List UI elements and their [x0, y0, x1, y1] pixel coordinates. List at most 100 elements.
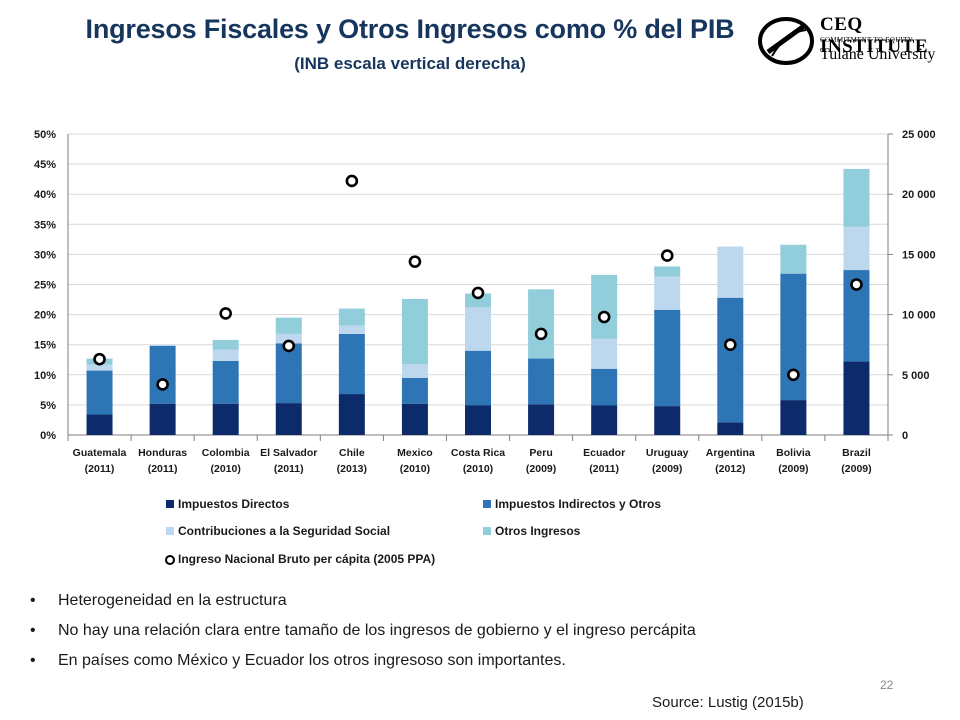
bar-segment [591, 274, 618, 339]
y-left-tick-label: 10% [34, 370, 56, 382]
bar-segment [654, 406, 681, 435]
bar-segment [86, 414, 113, 435]
logo-title: CEQ INSTITUTE [820, 14, 928, 57]
gni-marker [219, 307, 232, 320]
bar-segment [149, 403, 176, 435]
bar-segment [212, 403, 239, 435]
gni-marker [93, 352, 106, 366]
x-tick-label: El Salvador [260, 447, 317, 459]
bar-segment [654, 309, 681, 407]
bar-segment [528, 289, 555, 359]
page-number: 22 [880, 678, 894, 692]
y-right-tick-label: 0 [902, 430, 908, 442]
x-tick-label: (2010) [211, 463, 241, 475]
y-left-tick-label: 50% [34, 129, 56, 141]
bar-segment [338, 394, 365, 435]
bullet-item: No hay una relación clara entre tamaño d… [30, 616, 930, 646]
x-tick-label: (2012) [715, 463, 745, 475]
y-right-tick-label: 20 000 [902, 189, 936, 201]
bar-segment [86, 370, 113, 415]
ceq-logo-emblem-icon [758, 17, 814, 65]
bar-segment [275, 403, 302, 435]
gni-marker [850, 278, 863, 291]
y-left-tick-label: 45% [34, 159, 56, 171]
bar-segment [401, 377, 428, 404]
bar-segment [275, 333, 302, 344]
bar-segment [843, 168, 870, 227]
y-left-tick-label: 25% [34, 280, 56, 292]
y-left-tick-label: 20% [34, 310, 56, 322]
y-right-tick-label: 5 000 [902, 370, 930, 382]
bar-segment [338, 325, 365, 334]
x-tick-label: Ecuador [583, 447, 625, 459]
bar-segment [528, 358, 555, 405]
bar-segment [86, 364, 113, 371]
y-right-tick-label: 10 000 [902, 310, 936, 322]
x-tick-label: (2013) [337, 463, 367, 475]
x-tick-label: Costa Rica [451, 447, 505, 459]
bar-segment [717, 297, 744, 423]
bar-segment [149, 344, 176, 346]
chart-title: Ingresos Fiscales y Otros Ingresos como … [85, 14, 735, 44]
bar-segment [717, 422, 744, 435]
bar-segment [401, 403, 428, 435]
x-tick-label: (2011) [274, 463, 304, 475]
bar-segment [338, 308, 365, 326]
x-tick-label: (2011) [589, 463, 619, 475]
chart-subtitle: (INB escala vertical derecha) [294, 54, 526, 73]
gni-marker [597, 310, 611, 324]
bar-segment [654, 276, 681, 310]
x-tick-label: Guatemala [73, 447, 127, 459]
revenue-chart: 0% 5% 10% 15% 20% 25% 30% 35% 40% 45% 50% 0 5 000 10 … [34, 129, 936, 566]
x-tick-label: (2009) [652, 463, 682, 475]
bar-segment [401, 298, 428, 364]
x-tick-label: (2010) [400, 463, 430, 475]
y-left-tick-label: 5% [40, 400, 56, 412]
x-tick-label: Honduras [138, 447, 187, 459]
legend-marker [165, 555, 175, 565]
bar-segment [149, 345, 176, 404]
bar-segment [591, 368, 618, 406]
bar-segment [212, 360, 239, 404]
y-left-tick-label: 0% [40, 430, 56, 442]
legend-swatch [166, 527, 174, 535]
x-tick-label: (2011) [85, 463, 115, 475]
x-tick-label: (2009) [841, 463, 871, 475]
bar-segment [212, 349, 239, 361]
gni-marker [534, 327, 548, 341]
x-tick-label: Uruguay [646, 447, 689, 459]
bar-segment [717, 246, 744, 298]
bar-segment [212, 339, 239, 350]
x-tick-label: Colombia [202, 447, 250, 459]
bar-segment [654, 266, 681, 277]
legend-swatch [166, 500, 174, 508]
logo-university: Tulane University [820, 46, 936, 63]
y-left-tick-label: 40% [34, 189, 56, 201]
bar-segment [528, 404, 555, 435]
legend-label: Impuestos Directos [178, 497, 290, 511]
gni-marker [724, 338, 737, 351]
y-left-tick-label: 30% [34, 249, 56, 261]
x-tick-label: (2009) [778, 463, 808, 475]
gni-marker [345, 174, 359, 188]
bar-segment [780, 244, 807, 274]
bar-segment [843, 226, 870, 271]
gni-marker [408, 255, 422, 268]
logo-tagline: COMMITMENT TO EQUITY [820, 36, 914, 44]
bullet-list: Heterogeneidad en la estructura No hay u… [30, 586, 930, 676]
x-tick-label: (2010) [463, 463, 493, 475]
bar-segment [338, 333, 365, 395]
gni-marker [156, 378, 169, 391]
x-tick-label: Argentina [706, 447, 755, 459]
bar-segment [780, 273, 807, 401]
bar-segment [591, 405, 618, 435]
source-note: Source: Lustig (2015b) [652, 694, 804, 711]
x-tick-label: Chile [339, 447, 365, 459]
x-tick-label: (2011) [148, 463, 178, 475]
x-tick-label: Brazil [842, 447, 871, 459]
bar-segment [465, 307, 491, 351]
bar-segment [401, 363, 428, 378]
x-tick-label: Peru [529, 447, 552, 459]
legend-label: Ingreso Nacional Bruto per cápita (2005 … [178, 552, 435, 566]
bar-segment [275, 343, 302, 404]
